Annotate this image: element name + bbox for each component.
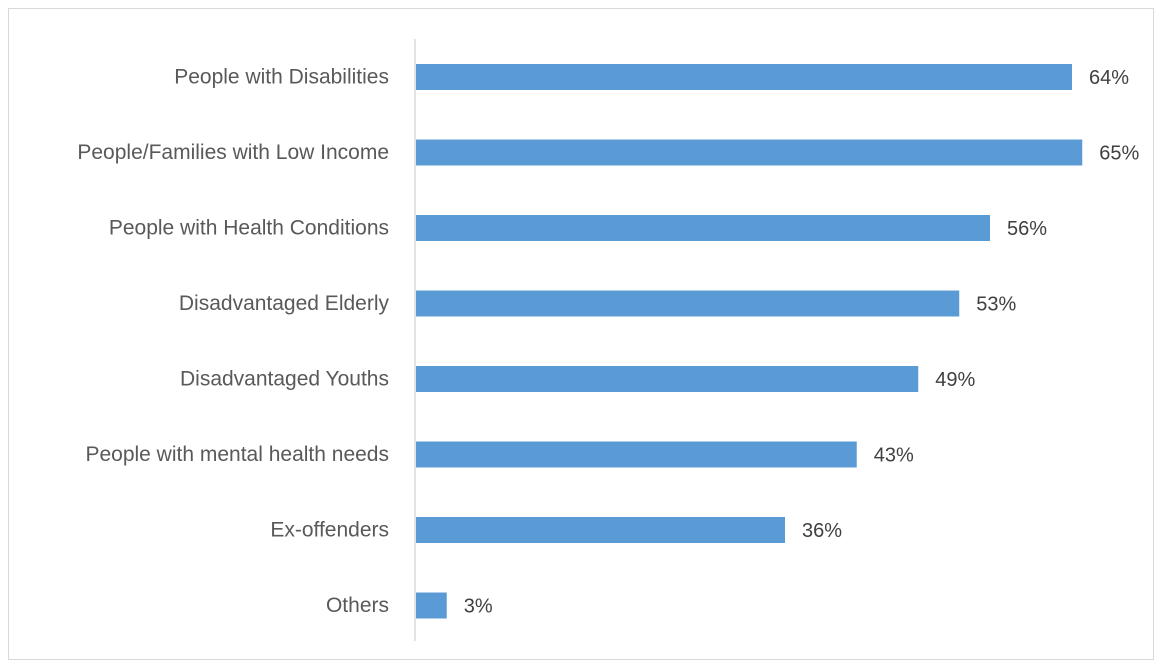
category-label: People with mental health needs <box>85 443 389 466</box>
category-label: Others <box>326 594 389 617</box>
category-label: People/Families with Low Income <box>77 141 389 164</box>
value-label: 49% <box>935 369 975 391</box>
bar <box>416 366 919 392</box>
bar <box>416 139 1083 166</box>
bar <box>416 290 960 317</box>
value-label: 65% <box>1099 143 1139 165</box>
bar <box>416 441 857 468</box>
category-label: People with Health Conditions <box>109 217 389 240</box>
bar <box>416 64 1072 90</box>
category-label: Disadvantaged Youths <box>180 368 389 391</box>
value-label: 64% <box>1089 67 1129 89</box>
value-label: 43% <box>874 445 914 467</box>
bars-group: People with Disabilities 64% People/Famili… <box>77 64 1139 619</box>
bar <box>416 215 990 241</box>
bar <box>416 517 785 543</box>
value-label: 36% <box>802 520 842 542</box>
value-label: 53% <box>976 294 1016 316</box>
category-label: Ex-offenders <box>270 519 389 542</box>
bar <box>416 592 447 619</box>
value-label: 56% <box>1007 218 1047 240</box>
chart-frame <box>8 8 1154 660</box>
value-label: 3% <box>464 596 493 618</box>
category-label: People with Disabilities <box>174 66 389 89</box>
category-label: Disadvantaged Elderly <box>179 292 390 315</box>
